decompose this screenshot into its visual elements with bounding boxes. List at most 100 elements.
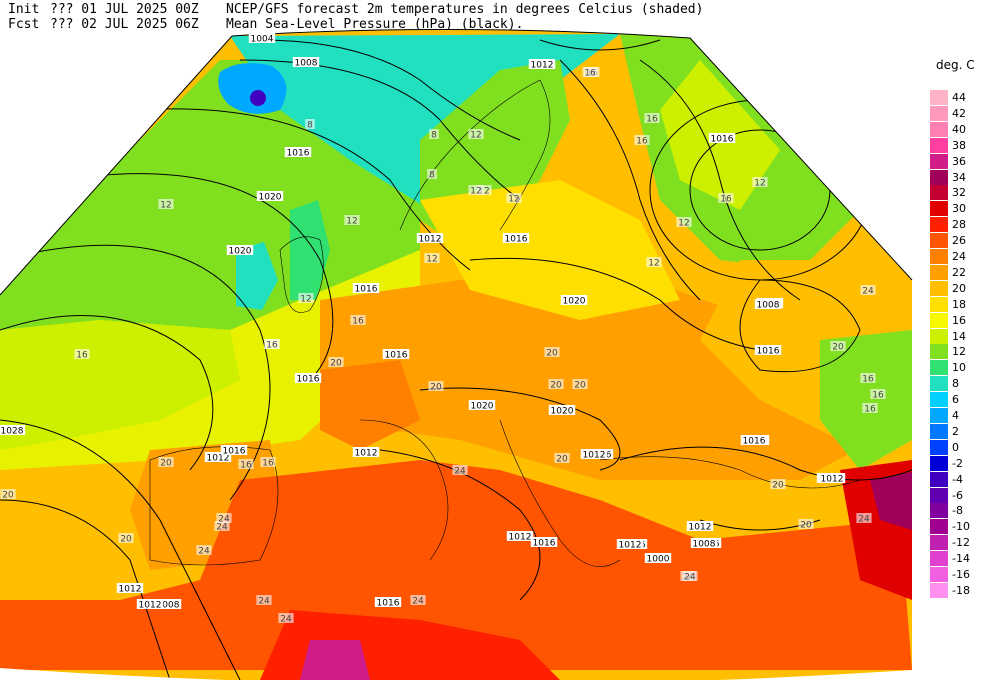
isobar-label: 1020 <box>548 405 576 417</box>
legend-swatch <box>930 153 948 169</box>
temp-band-36-sahara <box>300 640 370 680</box>
isobar-label: 1012 <box>506 531 534 543</box>
temperature-label: 16 <box>74 349 90 361</box>
svg-text:12: 12 <box>470 187 481 197</box>
temperature-label: 24 <box>196 545 212 557</box>
temperature-label: 16 <box>238 459 254 471</box>
temperature-label: 24 <box>682 571 698 583</box>
isobar-label: 1008 <box>154 599 182 611</box>
legend-value: 24 <box>952 250 966 263</box>
legend-value: -18 <box>952 583 970 597</box>
isobar-label: 1016 <box>740 435 768 447</box>
svg-text:24: 24 <box>218 515 230 525</box>
legend-swatch <box>930 551 948 567</box>
svg-text:16: 16 <box>872 391 884 401</box>
svg-text:1012: 1012 <box>119 585 142 595</box>
legend-swatch <box>930 121 948 137</box>
init-label: Init <box>8 2 40 17</box>
isobar-label: 1016 <box>754 345 782 357</box>
legend-swatch <box>930 392 948 408</box>
temperature-label: 20 <box>328 357 344 369</box>
temperature-label: 24 <box>216 513 232 525</box>
isobar-label: 1016 <box>220 445 248 457</box>
fcst-label: Fcst <box>8 17 40 32</box>
isobar-label: 1008 <box>754 299 782 311</box>
svg-text:1012: 1012 <box>355 449 378 459</box>
temperature-label: 24 <box>856 513 872 525</box>
isobar-label: 1016 <box>708 133 736 145</box>
temperature-label: 20 <box>158 457 174 469</box>
svg-text:16: 16 <box>864 405 876 415</box>
isobar-label: 1016 <box>382 349 410 361</box>
temp-britain <box>290 200 330 300</box>
svg-text:1012: 1012 <box>619 541 642 551</box>
legend-swatch <box>930 185 948 201</box>
svg-text:1000: 1000 <box>647 555 670 565</box>
isobar-label: 1016 <box>502 233 530 245</box>
temperature-label: 20 <box>554 453 570 465</box>
svg-text:1008: 1008 <box>295 59 318 69</box>
isobar-label: 1012 <box>116 583 144 595</box>
temperature-label: 12 <box>752 177 768 189</box>
legend-value: 6 <box>952 393 959 407</box>
legend-swatch <box>930 408 948 423</box>
svg-text:12: 12 <box>508 195 519 205</box>
isobars <box>0 39 912 680</box>
temperature-label: 24 <box>410 595 426 607</box>
temperature-label: 24 <box>860 285 876 297</box>
temperature-label: 20 <box>572 379 588 391</box>
temperature-label: 20 <box>548 379 564 391</box>
isobar-label: 1012 <box>204 452 232 464</box>
svg-text:12: 12 <box>426 255 437 265</box>
isobar-label: 1020 <box>256 191 284 203</box>
legend-swatch <box>930 249 948 264</box>
temperature-label: 16 <box>644 113 660 125</box>
svg-text:24: 24 <box>454 467 466 477</box>
legend-value: 26 <box>952 234 966 248</box>
svg-text:1012: 1012 <box>509 533 532 543</box>
legend-value: -14 <box>952 552 970 566</box>
legend-value: 32 <box>952 186 966 200</box>
isobar-label: 1004 <box>248 33 276 45</box>
temperature-label: 24 <box>256 595 272 607</box>
temperature-label: 16 <box>350 315 366 327</box>
svg-text:16: 16 <box>720 195 732 205</box>
temperature-label: 16 <box>582 67 598 79</box>
legend-swatch <box>930 503 948 519</box>
isobar-label: 1016 <box>374 597 402 609</box>
svg-text:8: 8 <box>307 121 313 131</box>
temperature-label: 16 <box>718 193 734 205</box>
svg-text:1012: 1012 <box>419 235 442 245</box>
temperature-labels: 8121212161612121216161620202020202424242… <box>0 67 886 625</box>
fcst-value: ??? 02 JUL 2025 06Z <box>50 17 199 32</box>
legend-value: -8 <box>952 504 963 518</box>
legend-value: 34 <box>952 170 966 184</box>
temperature-label: 8 <box>427 169 437 181</box>
temperature-label: 12 <box>676 217 692 229</box>
legend-swatch <box>930 217 948 233</box>
svg-text:20: 20 <box>430 383 442 393</box>
svg-text:16: 16 <box>76 351 88 361</box>
isobar-label: 1012 <box>352 447 380 459</box>
svg-text:16: 16 <box>266 341 278 351</box>
legend-swatch <box>930 201 948 217</box>
legend-value: -2 <box>952 456 963 470</box>
temp-band-26-mediterranean <box>0 460 912 670</box>
isobar-label: 1020 <box>560 295 588 307</box>
temperature-label: 24 <box>214 521 230 533</box>
legend-swatch <box>930 169 948 185</box>
temp-ireland <box>236 242 278 310</box>
isobar-label: 1016 <box>294 373 322 385</box>
legend-swatch <box>930 233 948 249</box>
legend-swatch <box>930 328 948 344</box>
svg-text:1016: 1016 <box>223 447 246 457</box>
legend-swatch <box>930 360 948 376</box>
temp-band-12-caucasus <box>820 330 912 470</box>
svg-text:12: 12 <box>678 219 689 229</box>
temperature-label: 12 <box>424 253 440 265</box>
svg-text:1016: 1016 <box>505 235 528 245</box>
svg-text:1020: 1020 <box>551 407 574 417</box>
legend-value: 10 <box>952 361 966 375</box>
svg-text:24: 24 <box>684 573 696 583</box>
